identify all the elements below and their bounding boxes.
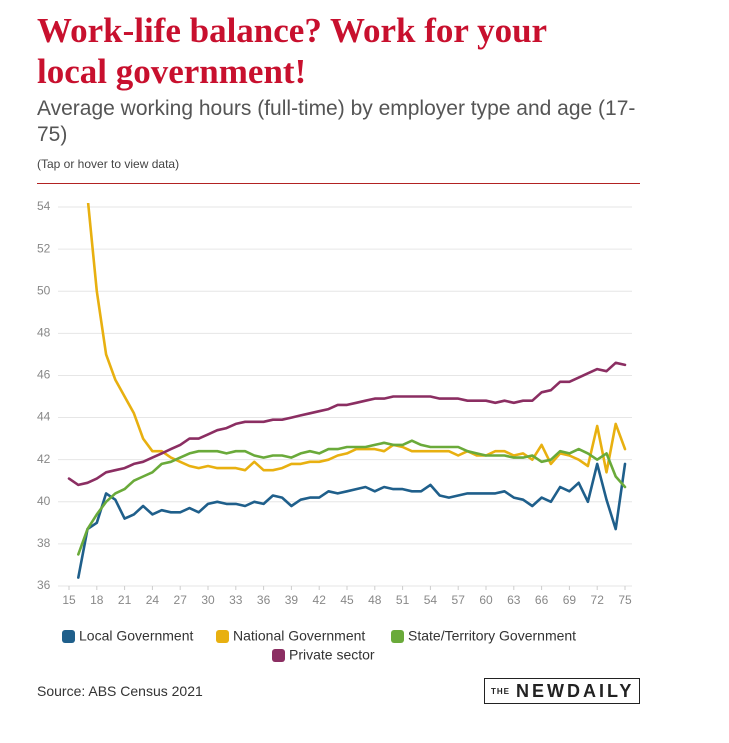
x-tick-label: 69 — [563, 593, 577, 607]
series-line — [77, 462, 627, 579]
x-tick-label: 39 — [285, 593, 299, 607]
y-tick-label: 36 — [37, 578, 51, 592]
x-tick-label: 48 — [368, 593, 382, 607]
x-tick-label: 24 — [146, 593, 160, 607]
y-tick-label: 38 — [37, 536, 51, 550]
y-tick-label: 44 — [37, 410, 51, 424]
chart-title: Work-life balance? Work for your local g… — [37, 11, 547, 91]
source: Source: ABS Census 2021 — [37, 683, 203, 699]
y-tick-label: 42 — [37, 452, 51, 466]
y-tick-label: 48 — [37, 326, 51, 340]
logo-prefix: THE — [491, 686, 510, 696]
x-tick-label: 72 — [591, 593, 605, 607]
x-tick-label: 30 — [201, 593, 215, 607]
x-tick-label: 51 — [396, 593, 410, 607]
logo: THE NEWDAILY — [484, 678, 640, 704]
x-tick-label: 21 — [118, 593, 132, 607]
series-line — [77, 439, 627, 556]
x-tick-label: 54 — [424, 593, 438, 607]
x-tick-label: 45 — [340, 593, 354, 607]
y-tick-label: 50 — [37, 283, 51, 297]
logo-name: NEWDAILY — [516, 680, 635, 701]
x-tick-label: 33 — [229, 593, 243, 607]
y-tick-label: 40 — [37, 494, 51, 508]
series-line — [67, 361, 627, 487]
y-tick-label: 52 — [37, 241, 51, 255]
divider — [37, 183, 640, 184]
x-tick-label: 18 — [90, 593, 104, 607]
legend-label: State/Territory Government — [408, 628, 576, 644]
y-tick-label: 54 — [37, 199, 51, 213]
legend-swatch — [62, 630, 75, 643]
legend-label: Private sector — [289, 647, 375, 663]
chart-subtitle: Average working hours (full-time) by emp… — [37, 97, 636, 146]
legend-label: Local Government — [79, 628, 194, 644]
x-tick-label: 75 — [618, 593, 632, 607]
x-tick-label: 66 — [535, 593, 549, 607]
plot-area — [67, 203, 627, 579]
series-line — [86, 203, 627, 474]
x-tick-label: 57 — [452, 593, 466, 607]
x-tick-label: 63 — [507, 593, 521, 607]
legend-swatch — [216, 630, 229, 643]
x-tick-label: 60 — [479, 593, 493, 607]
x-tick-label: 15 — [62, 593, 76, 607]
x-tick-label: 42 — [313, 593, 327, 607]
x-tick-label: 36 — [257, 593, 271, 607]
x-tick-label: 27 — [174, 593, 188, 607]
y-tick-label: 46 — [37, 368, 51, 382]
legend-swatch — [272, 649, 285, 662]
note: (Tap or hover to view data) — [37, 157, 180, 171]
legend-label: National Government — [233, 628, 365, 644]
legend-swatch — [391, 630, 404, 643]
